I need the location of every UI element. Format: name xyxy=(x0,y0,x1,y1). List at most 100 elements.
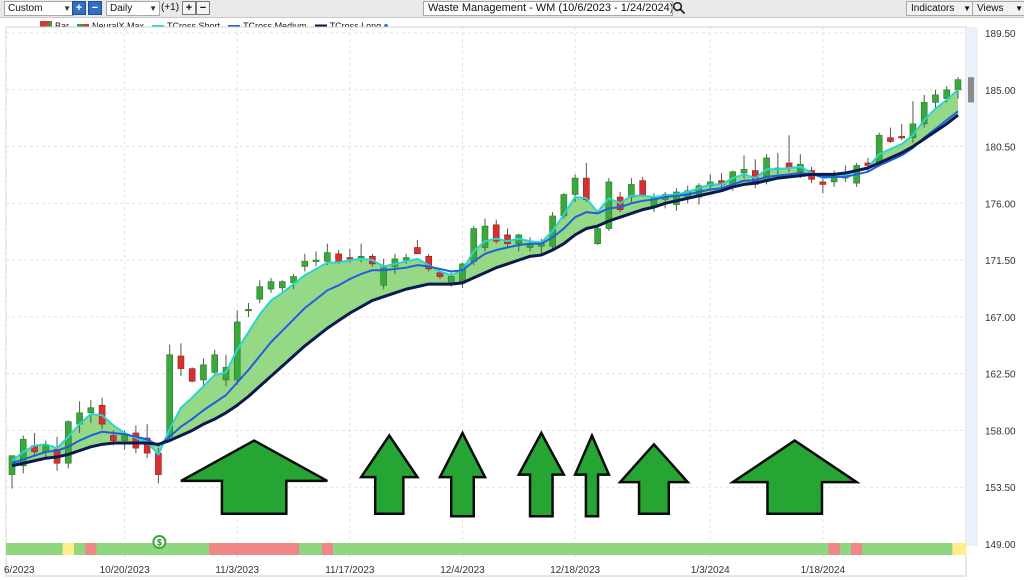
candle-body xyxy=(110,435,117,441)
signal-band-cell xyxy=(118,543,131,555)
signal-band-cell xyxy=(51,543,64,555)
signal-band-cell xyxy=(794,543,807,555)
candle-body xyxy=(920,102,928,125)
search-icon[interactable] xyxy=(672,1,686,15)
candle-body xyxy=(628,184,635,198)
signal-band-cell xyxy=(40,543,52,555)
price-chart[interactable]: 189.50 185.00 180.50 176.00 171.50 167.00 162.… xyxy=(0,17,1024,580)
offset-minus-button[interactable]: − xyxy=(196,1,210,15)
signal-band-cell xyxy=(332,543,345,555)
signal-band-cell xyxy=(73,543,86,555)
signal-band-cell xyxy=(569,543,582,555)
signal-band-cell xyxy=(287,543,300,555)
dollar-icon-glyph: $ xyxy=(157,538,162,548)
candle-body xyxy=(245,309,252,312)
signal-band-cell xyxy=(62,543,75,555)
candle-body xyxy=(571,177,579,195)
candle-body xyxy=(65,421,72,464)
signal-band-cell xyxy=(378,543,390,555)
signal-band-cell xyxy=(727,543,739,555)
interval-select[interactable]: Daily ▼ xyxy=(106,1,160,16)
candle-body xyxy=(594,228,601,245)
candle-body xyxy=(121,435,128,441)
signal-band-cell xyxy=(637,543,649,555)
candle-body xyxy=(188,368,196,382)
y-tick-label: 167.00 xyxy=(985,313,1016,324)
signal-band-cell xyxy=(580,543,593,555)
chart-title-box[interactable]: Waste Management - WM (10/6/2023 - 1/24/… xyxy=(423,1,673,16)
tcross-fill-area xyxy=(12,89,958,466)
signal-band-cell xyxy=(456,543,469,555)
chart-title: Waste Management - WM (10/6/2023 - 1/24/… xyxy=(428,2,673,14)
signal-band-cell xyxy=(591,543,604,555)
signal-band-cell xyxy=(828,543,841,555)
x-tick-label: 10/20/2023 xyxy=(100,565,150,576)
tcross-short-line xyxy=(11,89,959,462)
candle-body xyxy=(312,259,320,262)
period-select[interactable]: Custom ▼ xyxy=(4,1,74,16)
signal-band-cell xyxy=(254,543,266,555)
candle-body xyxy=(177,355,185,369)
signal-band-cell xyxy=(659,543,672,555)
interval-select-value: Daily xyxy=(110,3,133,14)
y-tick-label: 171.50 xyxy=(985,256,1016,267)
period-select-value: Custom xyxy=(8,3,43,14)
tcross-long-line xyxy=(11,113,959,468)
signal-band-cell xyxy=(873,543,886,555)
signal-band-cell xyxy=(175,543,188,555)
legend-label: Bar xyxy=(55,21,70,31)
tcross-medium-line xyxy=(11,110,959,465)
candle-body xyxy=(357,256,365,259)
signal-band-cell xyxy=(344,543,356,555)
views-button[interactable]: Views ▼ xyxy=(972,1,1024,16)
x-tick-label: 12/18/2023 xyxy=(550,565,600,576)
signal-band-cell xyxy=(614,543,627,555)
tcross-short-legend-icon xyxy=(152,25,165,27)
zoom-out-button[interactable]: − xyxy=(88,1,102,15)
chevron-down-icon: ▼ xyxy=(63,4,71,13)
tcross-long-legend-icon xyxy=(314,24,327,28)
indicators-button[interactable]: Indicators ▼ xyxy=(906,1,974,16)
signal-band-cell xyxy=(535,543,548,555)
legend-label: TCross.Short xyxy=(167,21,221,31)
candle-body xyxy=(301,261,309,267)
candle-body xyxy=(278,281,286,289)
signal-band-cell xyxy=(693,543,706,555)
legend-label: TCross.Long xyxy=(329,21,382,31)
signal-band-cell xyxy=(468,543,480,555)
y-tick-label: 176.00 xyxy=(985,199,1016,210)
candle-body xyxy=(436,272,444,277)
last-price-marker xyxy=(968,77,974,103)
signal-band-cell xyxy=(896,543,908,555)
chevron-down-icon: ▼ xyxy=(149,4,157,13)
offset-label: (+1) xyxy=(161,2,180,13)
neuralx-legend-icon xyxy=(77,24,90,28)
signal-band-cell xyxy=(918,543,931,555)
signal-band-cell xyxy=(704,543,717,555)
signal-band-cell xyxy=(141,543,154,555)
candle-body xyxy=(504,234,511,245)
y-tick-label: 153.50 xyxy=(985,483,1016,494)
y-tick-label: 180.50 xyxy=(985,143,1016,154)
signal-band-cell xyxy=(760,543,773,555)
toolbar: Custom ▼ + − Daily ▼ (+1) + − Waste Mana… xyxy=(0,0,1024,18)
signal-band-cell xyxy=(490,543,503,555)
signal-band-cell xyxy=(929,543,942,555)
x-tick-label: 12/4/2023 xyxy=(440,565,485,576)
signal-band-cell xyxy=(321,543,334,555)
up-arrow-icon xyxy=(573,432,611,518)
x-tick-label: 6/2023 xyxy=(4,565,35,576)
up-arrow-icon xyxy=(358,433,420,515)
signal-band-cell xyxy=(805,543,818,555)
y-tick-label: 189.50 xyxy=(985,29,1016,40)
indicators-label: Indicators xyxy=(911,3,955,14)
offset-plus-button[interactable]: + xyxy=(182,1,196,15)
zoom-in-button[interactable]: + xyxy=(72,1,86,15)
candle-body xyxy=(200,364,207,381)
x-tick-label: 1/3/2024 xyxy=(691,565,730,576)
signal-band-cell xyxy=(276,543,289,555)
candle-body xyxy=(932,94,939,103)
candle-body xyxy=(819,181,827,185)
signal-band-cell xyxy=(411,543,424,555)
candle-body xyxy=(583,177,590,200)
